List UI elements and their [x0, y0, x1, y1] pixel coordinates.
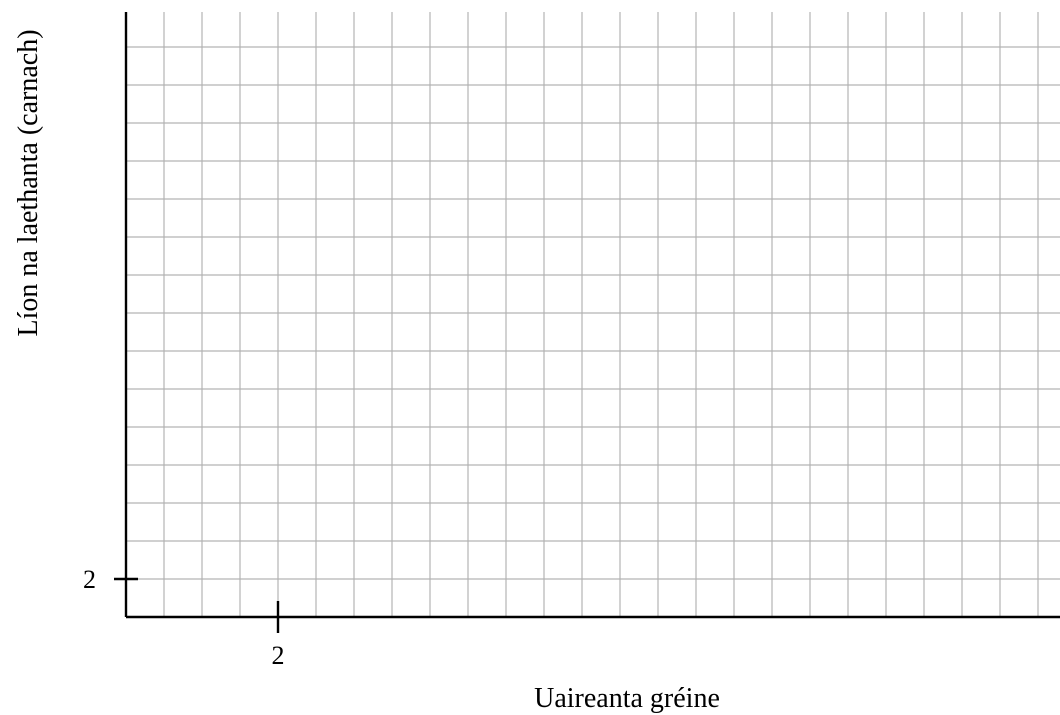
x-tick-label-0: 2: [272, 641, 285, 670]
x-axis-title: Uaireanta gréine: [534, 683, 720, 714]
axes: [124, 12, 1060, 619]
y-axis-title: Líon na laethanta (carnach): [13, 29, 44, 336]
ticks: 22: [83, 565, 285, 670]
y-tick-label-0: 2: [83, 565, 96, 594]
grid: [126, 12, 1060, 617]
